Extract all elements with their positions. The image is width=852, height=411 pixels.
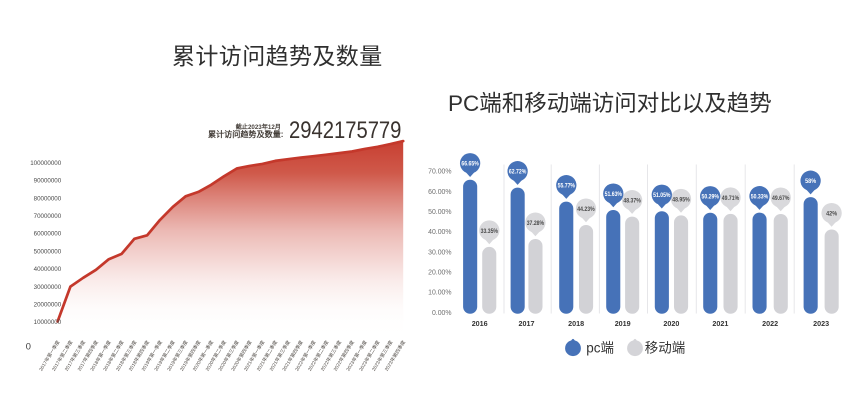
svg-text:62.72%: 62.72% (509, 169, 527, 176)
svg-text:37.28%: 37.28% (527, 220, 545, 227)
svg-text:66.65%: 66.65% (461, 161, 479, 168)
svg-text:58%: 58% (805, 178, 816, 185)
svg-text:42%: 42% (826, 210, 837, 217)
svg-text:0.00%: 0.00% (432, 310, 452, 317)
svg-text:20.00%: 20.00% (428, 270, 451, 277)
svg-text:33.35%: 33.35% (481, 228, 499, 235)
svg-text:2017: 2017 (519, 319, 535, 328)
svg-text:2016: 2016 (472, 319, 488, 328)
svg-text:55.77%: 55.77% (558, 183, 576, 190)
svg-text:80000000: 80000000 (34, 195, 62, 202)
svg-text:2021: 2021 (712, 319, 728, 328)
svg-text:70.00%: 70.00% (428, 169, 451, 176)
svg-text:100000000: 100000000 (30, 160, 62, 167)
svg-text:pc端: pc端 (586, 341, 614, 356)
svg-text:2020: 2020 (663, 319, 679, 328)
svg-text:60.00%: 60.00% (428, 189, 451, 196)
svg-text:49.67%: 49.67% (772, 195, 790, 202)
svg-text:50000000: 50000000 (34, 248, 62, 255)
svg-text:50.29%: 50.29% (702, 194, 720, 201)
svg-text:2023: 2023 (813, 319, 829, 328)
svg-text:49.71%: 49.71% (722, 195, 740, 202)
svg-text:51.05%: 51.05% (653, 192, 671, 199)
svg-text:30000000: 30000000 (34, 284, 62, 291)
svg-text:10000000: 10000000 (34, 319, 62, 326)
svg-text:48.95%: 48.95% (672, 196, 690, 203)
svg-text:51.63%: 51.63% (605, 191, 623, 198)
svg-text:0: 0 (26, 342, 31, 352)
svg-text:60000000: 60000000 (34, 231, 62, 238)
svg-text:2019: 2019 (615, 319, 631, 328)
svg-text:48.37%: 48.37% (623, 198, 641, 205)
svg-text:40000000: 40000000 (34, 266, 62, 273)
svg-text:50.33%: 50.33% (751, 194, 769, 201)
svg-text:40.00%: 40.00% (428, 229, 451, 236)
svg-text:44.23%: 44.23% (577, 206, 595, 213)
svg-text:50.00%: 50.00% (428, 209, 451, 216)
svg-text:20000000: 20000000 (34, 302, 62, 309)
svg-text:10.00%: 10.00% (428, 290, 451, 297)
svg-text:70000000: 70000000 (34, 213, 62, 220)
svg-text:90000000: 90000000 (34, 178, 62, 185)
svg-text:移动端: 移动端 (645, 341, 686, 356)
svg-text:30.00%: 30.00% (428, 249, 451, 256)
svg-text:2022: 2022 (762, 319, 778, 328)
svg-text:2018: 2018 (568, 319, 584, 328)
